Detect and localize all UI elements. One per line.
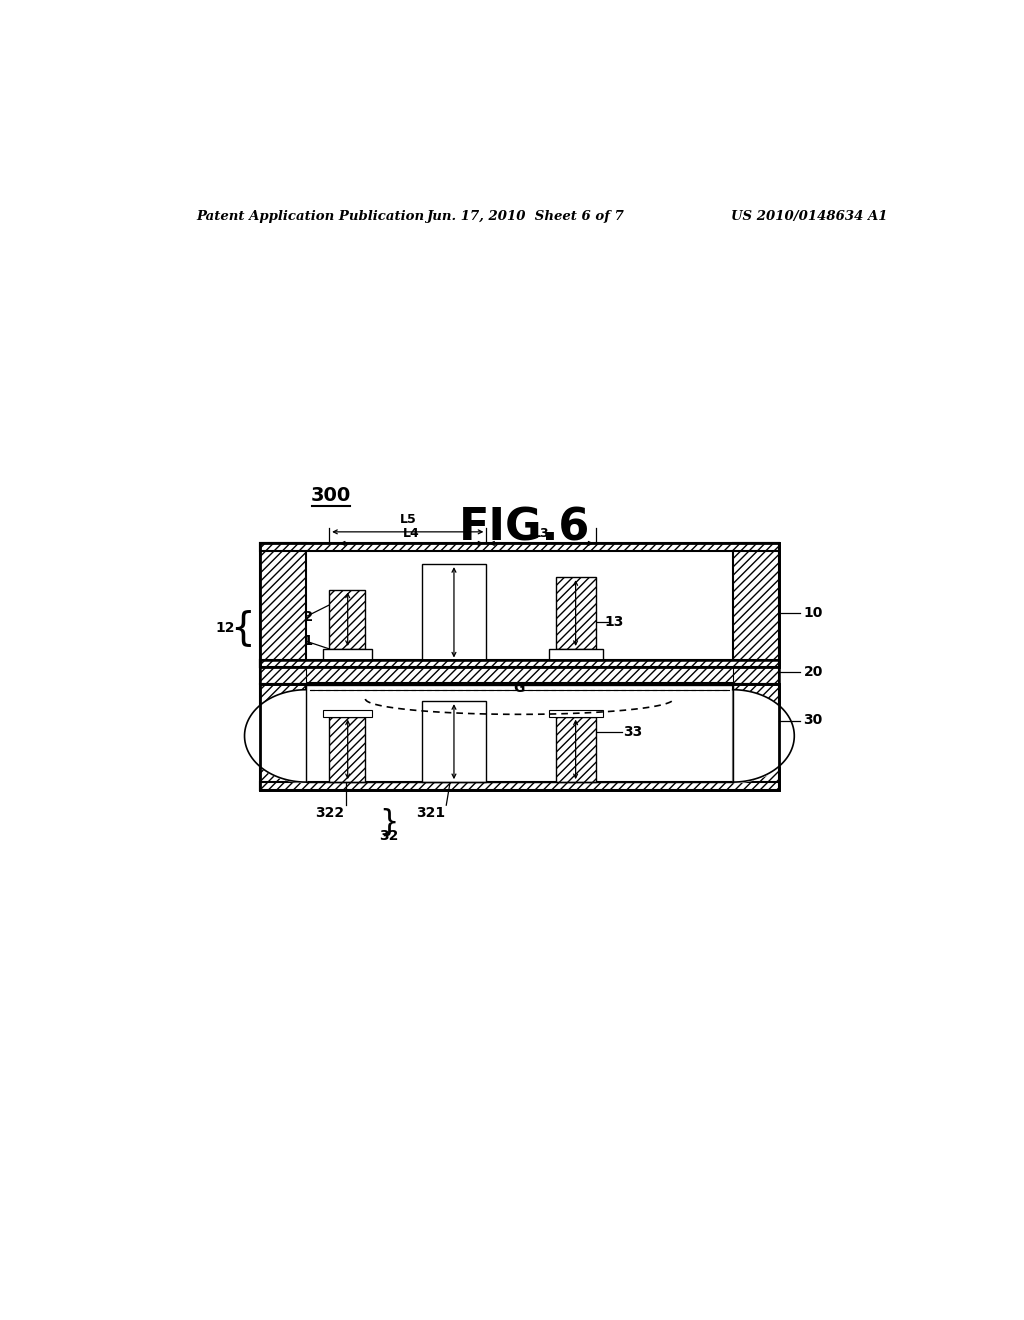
Text: L3: L3 [534,527,550,540]
Bar [733,544,779,667]
Text: 10: 10 [804,606,823,619]
Text: 33: 33 [624,725,643,739]
Bar [260,544,779,667]
Text: L4: L4 [403,527,420,540]
Text: 321: 321 [417,807,445,820]
Text: H10: H10 [336,744,360,754]
Bar [556,577,596,649]
Bar [330,590,366,649]
Bar [260,684,779,789]
Bar [306,552,733,660]
Bar [260,684,306,789]
Bar [260,660,779,667]
Text: 122: 122 [285,610,313,623]
Text: L5: L5 [399,512,416,525]
Bar [330,717,366,781]
Text: 20: 20 [804,665,823,678]
Bar [323,710,372,717]
Bar [306,552,733,660]
Bar [556,717,596,781]
Bar [422,701,486,781]
Bar [550,710,602,717]
Text: 12: 12 [215,622,236,635]
Bar [733,684,779,789]
Bar [306,663,733,682]
Text: H9: H9 [339,614,356,624]
Bar [260,544,779,552]
Bar [323,649,372,660]
Bar [260,660,779,684]
Text: 13: 13 [604,615,624,628]
Text: G: G [514,681,525,696]
Bar [306,663,733,682]
Text: FIG.6: FIG.6 [459,507,591,549]
Text: H6: H6 [567,744,584,754]
Text: Jun. 17, 2010  Sheet 6 of 7: Jun. 17, 2010 Sheet 6 of 7 [426,210,624,223]
Bar [306,685,733,781]
Bar [260,544,779,667]
Text: Patent Application Publication: Patent Application Publication [196,210,424,223]
Bar [260,781,779,789]
Bar [306,685,733,781]
Text: H8: H8 [445,737,463,747]
Text: 32: 32 [379,829,398,843]
Bar [260,544,306,667]
Text: {: { [229,609,255,647]
Text: 322: 322 [314,807,344,820]
Text: US 2010/0148634 A1: US 2010/0148634 A1 [731,210,888,223]
Bar [260,684,779,789]
Text: 30: 30 [804,714,823,727]
Text: 121: 121 [285,634,313,648]
Text: H5: H5 [567,609,584,618]
Bar [260,660,779,684]
Text: 300: 300 [310,486,351,506]
Bar [422,564,486,660]
Bar [550,649,602,660]
Text: H7: H7 [445,607,463,618]
Text: }: } [379,808,398,837]
